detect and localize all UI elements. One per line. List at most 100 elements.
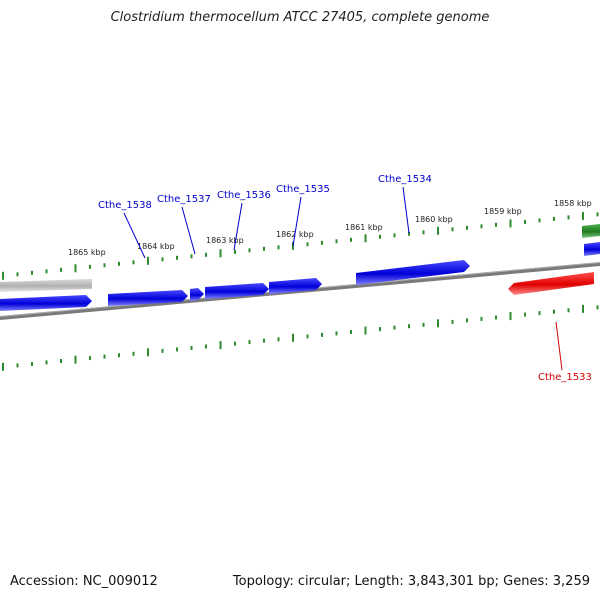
scale-tick: [538, 311, 541, 316]
scale-label: 1860 kbp: [415, 215, 453, 224]
scale-tick: [567, 308, 570, 313]
scale-tick: [350, 330, 352, 334]
scale-tick: [132, 351, 135, 356]
scale-tick: [393, 233, 396, 238]
scale-tick: [132, 260, 135, 265]
gene-arrow: [584, 242, 600, 256]
scale-tick: [379, 234, 381, 239]
scale-tick: [567, 215, 570, 220]
scale-tick: [538, 218, 541, 223]
scale-tick: [190, 254, 193, 259]
scale-tick: [408, 231, 410, 236]
gene-label: Cthe_1538: [98, 200, 152, 211]
scale-tick: [422, 322, 425, 327]
scale-tick: [263, 246, 265, 251]
gene-label: Cthe_1534: [378, 174, 432, 185]
scale-tick: [364, 326, 367, 335]
scale-tick: [480, 316, 483, 321]
scale-tick: [466, 225, 468, 230]
scale-tick: [408, 324, 410, 329]
scale-tick: [495, 315, 497, 320]
scale-label: 1865 kbp: [68, 248, 106, 257]
scale-ticks-lower: [2, 304, 599, 371]
scale-tick: [466, 318, 468, 323]
gene-leader-line: [555, 321, 563, 371]
scale-tick: [335, 239, 338, 244]
scale-tick: [74, 264, 77, 273]
genome-backbone: [0, 262, 600, 320]
scale-tick: [74, 355, 77, 364]
scale-tick: [582, 211, 584, 220]
gene-label: Cthe_1535: [276, 184, 330, 195]
scale-ticks-upper: [2, 211, 599, 280]
scale-tick: [103, 354, 106, 359]
scale-tick: [277, 245, 280, 250]
scale-tick: [118, 353, 120, 358]
scale-tick: [234, 341, 236, 346]
genome-title: Clostridium thermocellum ATCC 27405, com…: [110, 10, 490, 25]
scale-tick: [524, 219, 526, 224]
accession-text: Accession: NC_009012: [10, 574, 158, 589]
scale-tick: [509, 219, 512, 228]
gene-label: Cthe_1536: [217, 190, 271, 201]
gene-arrow: [190, 288, 204, 301]
gene-leader-line: [181, 206, 196, 255]
scale-tick: [219, 341, 222, 350]
scale-tick: [89, 356, 91, 361]
gene-arrow-grey: [0, 279, 92, 292]
scale-tick: [31, 270, 33, 275]
scale-tick: [553, 216, 555, 221]
scale-tick: [147, 256, 149, 265]
scale-tick: [248, 248, 251, 253]
scale-label: 1864 kbp: [137, 242, 175, 251]
scale-tick: [422, 230, 425, 235]
scale-tick: [147, 348, 149, 357]
scale-tick: [437, 319, 439, 328]
gene-track: [0, 224, 600, 311]
scale-tick: [248, 340, 251, 345]
scale-tick: [379, 327, 381, 332]
gene-arrow-reverse: [508, 272, 594, 295]
gene-arrow: [269, 278, 322, 294]
scale-tick: [335, 331, 338, 336]
scale-tick: [161, 257, 164, 262]
scale-label: 1859 kbp: [484, 207, 522, 216]
scale-tick: [582, 304, 584, 313]
gene-labels: Cthe_1538 Cthe_1537 Cthe_1536 Cthe_1535 Cthe…: [98, 174, 592, 383]
scale-tick: [45, 360, 48, 365]
scale-tick: [31, 361, 33, 366]
gene-leader-line: [402, 186, 410, 234]
scale-tick: [350, 237, 352, 242]
scale-tick: [277, 337, 280, 342]
scale-tick: [89, 264, 91, 269]
scale-tick: [118, 261, 120, 266]
scale-tick: [161, 348, 164, 353]
scale-tick: [2, 362, 4, 371]
scale-label: 1858 kbp: [554, 199, 592, 208]
scale-tick: [393, 325, 396, 330]
gene-arrow: [205, 283, 269, 299]
gene-leader-line: [292, 196, 302, 247]
scale-tick: [292, 333, 294, 342]
scale-tick: [60, 359, 62, 363]
scale-tick: [451, 319, 454, 324]
gene-arrow: [0, 295, 92, 311]
scale-tick: [263, 338, 265, 343]
scale-tick: [60, 267, 62, 272]
gene-arrow-green: [582, 224, 600, 238]
scale-tick: [321, 240, 323, 245]
gene-leader-line: [123, 212, 146, 259]
scale-tick: [2, 271, 4, 280]
gene-arrow: [108, 290, 188, 306]
scale-tick: [553, 309, 555, 314]
scale-tick: [524, 312, 526, 317]
scale-tick: [219, 249, 222, 258]
scale-tick: [480, 224, 483, 229]
scale-tick: [205, 252, 207, 257]
gene-arrow: [356, 260, 470, 285]
scale-tick: [205, 344, 207, 349]
scale-tick: [45, 269, 48, 274]
scale-tick: [495, 222, 497, 227]
scale-tick: [176, 255, 178, 260]
